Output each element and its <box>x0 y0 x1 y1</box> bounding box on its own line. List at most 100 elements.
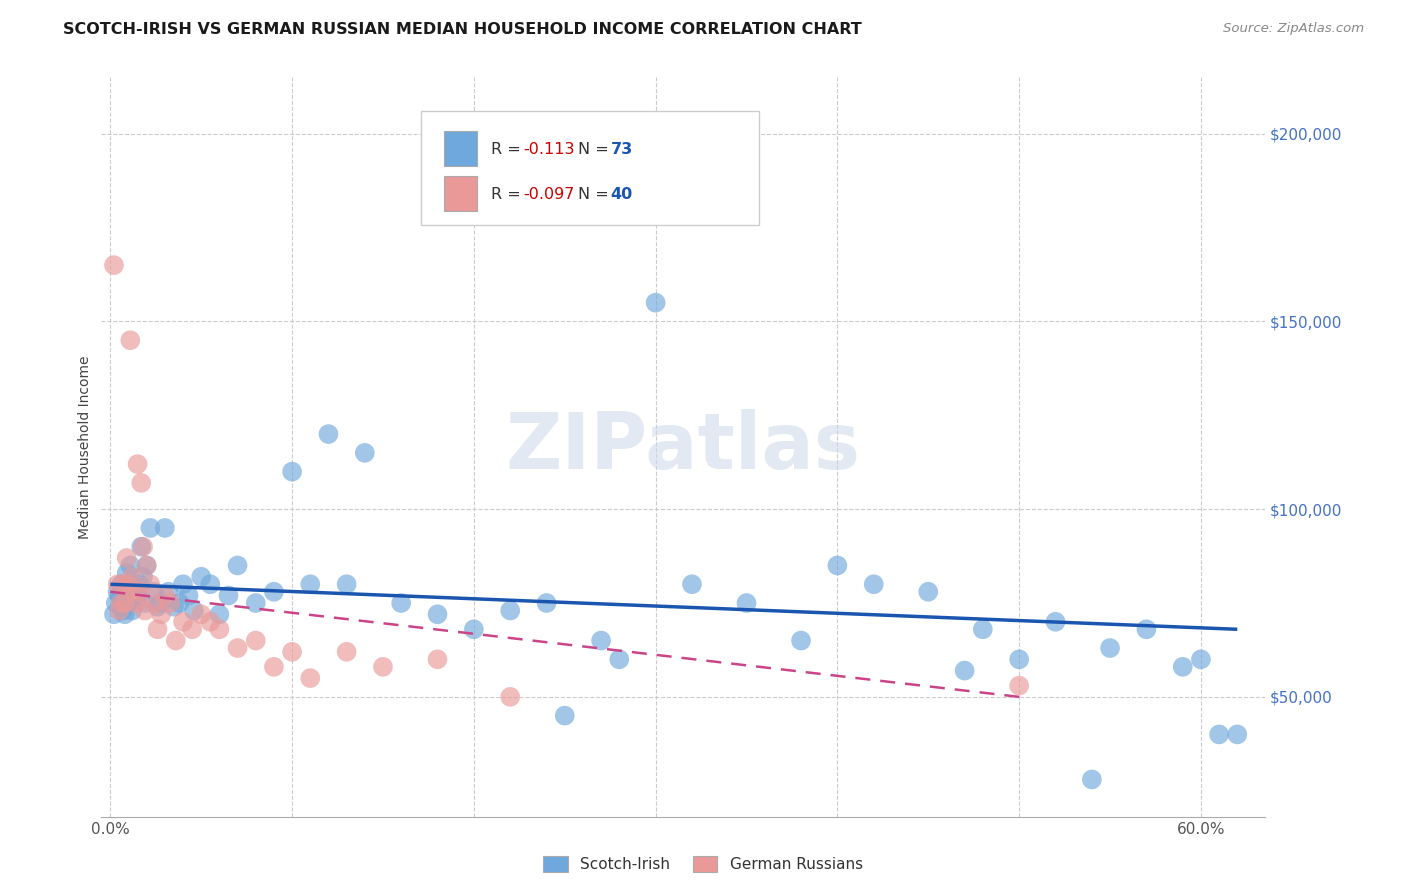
Point <box>112 577 135 591</box>
Point <box>426 652 449 666</box>
Point <box>245 596 267 610</box>
Point <box>463 622 485 636</box>
Point <box>132 540 155 554</box>
Point <box>190 607 212 622</box>
Point <box>115 589 138 603</box>
Point <box>554 708 576 723</box>
Point <box>172 577 194 591</box>
Point <box>127 457 149 471</box>
Point <box>183 603 205 617</box>
Point <box>117 596 139 610</box>
Point <box>112 603 135 617</box>
Point <box>336 577 359 591</box>
Point <box>827 558 849 573</box>
Point <box>353 446 375 460</box>
Text: R =: R = <box>491 186 526 202</box>
Point <box>165 633 187 648</box>
Point <box>1099 641 1122 656</box>
Point <box>426 607 449 622</box>
Point <box>150 596 173 610</box>
Point <box>208 622 231 636</box>
Point <box>121 603 143 617</box>
Text: 40: 40 <box>610 186 633 202</box>
Point <box>389 596 412 610</box>
Point <box>245 633 267 648</box>
Point <box>169 596 191 610</box>
Point <box>103 607 125 622</box>
Point <box>107 584 129 599</box>
Point <box>263 584 285 599</box>
Point <box>122 584 145 599</box>
Point <box>135 558 157 573</box>
Point <box>108 589 131 603</box>
Point <box>135 558 157 573</box>
Point <box>142 596 165 610</box>
Point <box>142 584 165 599</box>
Point <box>132 570 155 584</box>
Text: -0.097: -0.097 <box>523 186 575 202</box>
Point <box>790 633 813 648</box>
Point <box>110 577 132 591</box>
Point <box>181 622 204 636</box>
Point <box>139 577 162 591</box>
Point <box>299 577 322 591</box>
Point <box>127 589 149 603</box>
Point <box>281 465 304 479</box>
Point <box>1135 622 1157 636</box>
Text: 73: 73 <box>610 142 633 157</box>
Point <box>115 551 138 566</box>
Text: N =: N = <box>578 142 614 157</box>
Text: Source: ZipAtlas.com: Source: ZipAtlas.com <box>1223 22 1364 36</box>
Point <box>128 584 150 599</box>
Point <box>110 596 132 610</box>
Point <box>917 584 939 599</box>
Text: N =: N = <box>578 186 614 202</box>
Point <box>139 521 162 535</box>
Text: -0.113: -0.113 <box>523 142 575 157</box>
Point <box>115 566 138 580</box>
Point <box>200 615 222 629</box>
Point <box>336 645 359 659</box>
FancyBboxPatch shape <box>422 111 758 226</box>
Point <box>1008 652 1031 666</box>
Point <box>218 589 240 603</box>
Point <box>1189 652 1212 666</box>
Point <box>1208 727 1230 741</box>
Point <box>120 333 142 347</box>
Point <box>110 599 132 614</box>
Point <box>150 607 173 622</box>
Point <box>177 589 200 603</box>
Point <box>117 577 139 591</box>
Point <box>114 607 136 622</box>
Point <box>163 599 186 614</box>
Point <box>644 295 666 310</box>
Point <box>1171 660 1194 674</box>
Point <box>112 592 135 607</box>
Point <box>125 596 148 610</box>
Point <box>121 570 143 584</box>
Point <box>107 577 129 591</box>
Point <box>146 622 169 636</box>
Point <box>200 577 222 591</box>
Bar <box>444 176 477 211</box>
Point <box>208 607 231 622</box>
Point <box>953 664 976 678</box>
Point <box>263 660 285 674</box>
Point <box>153 521 176 535</box>
Bar <box>444 131 477 166</box>
Point <box>117 577 139 591</box>
Point <box>129 475 152 490</box>
Point <box>114 581 136 595</box>
Point <box>226 558 249 573</box>
Point <box>536 596 558 610</box>
Y-axis label: Median Household Income: Median Household Income <box>79 356 93 539</box>
Point <box>172 615 194 629</box>
Point <box>104 596 127 610</box>
Point <box>1008 679 1031 693</box>
Point <box>371 660 394 674</box>
Point <box>129 540 152 554</box>
Point <box>128 577 150 591</box>
Point <box>1081 772 1104 787</box>
Point <box>499 690 522 704</box>
Point <box>681 577 703 591</box>
